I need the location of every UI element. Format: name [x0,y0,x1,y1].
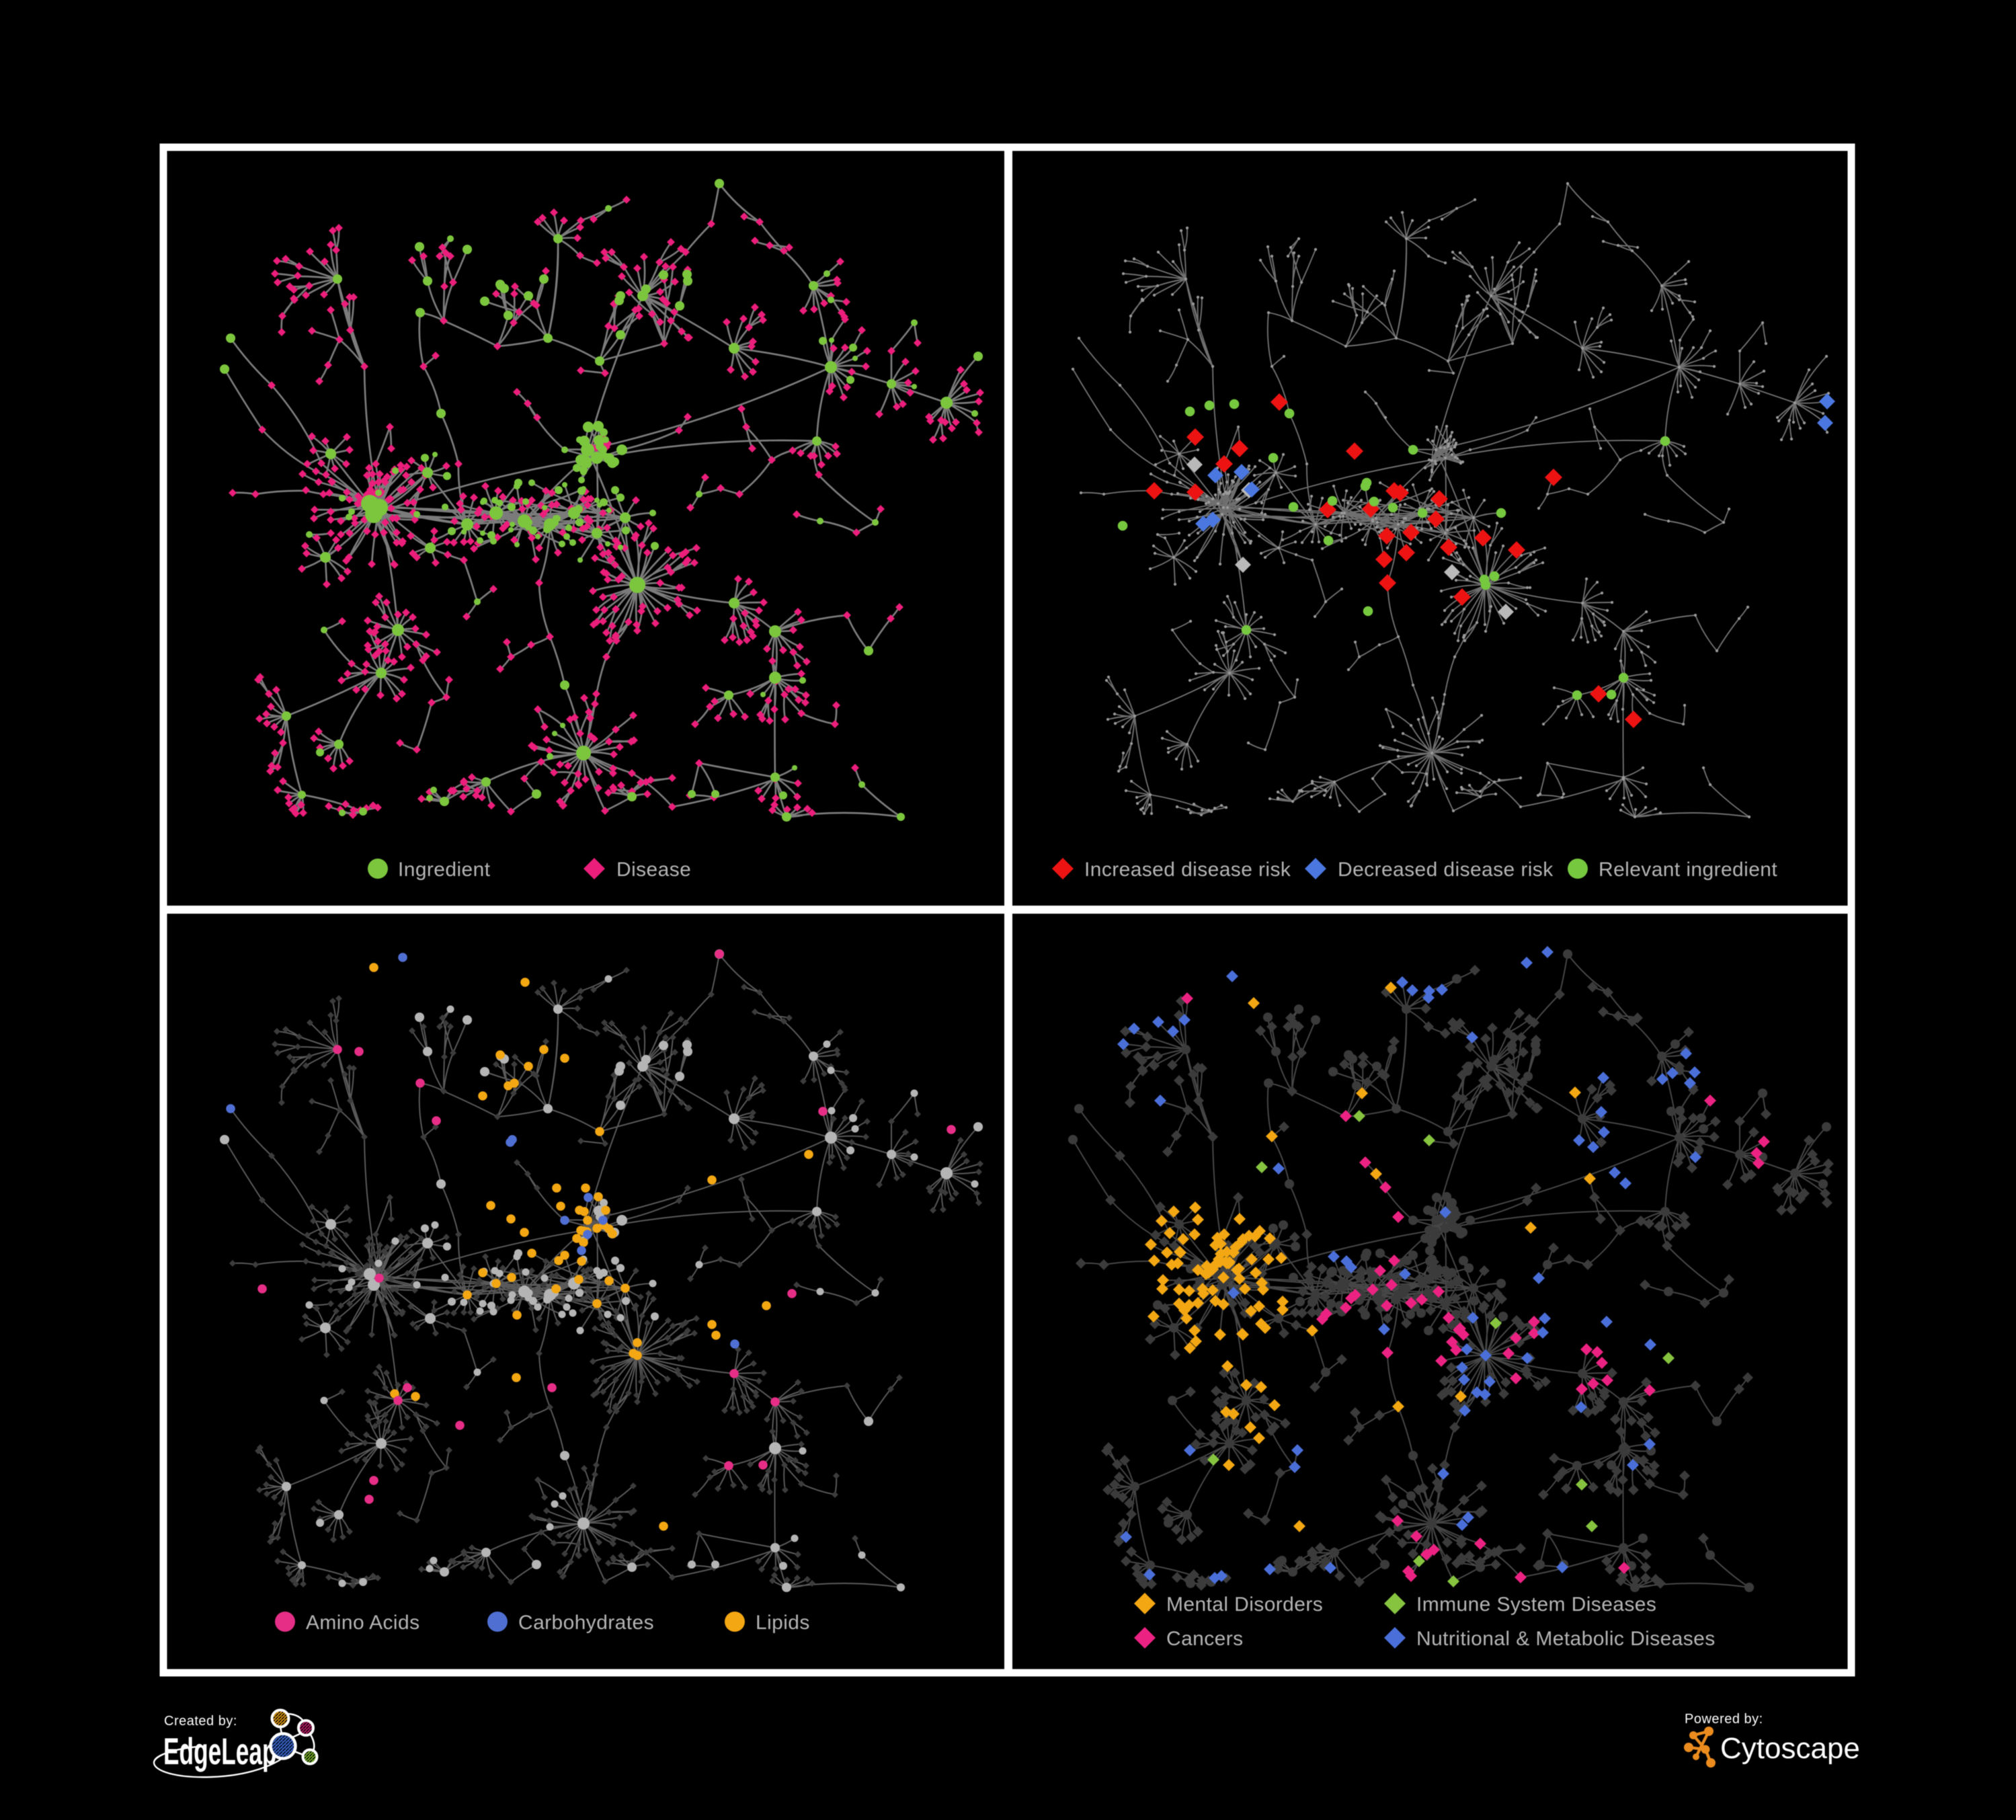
svg-text:Disease: Disease [616,859,691,881]
svg-text:Cancers: Cancers [1166,1628,1244,1650]
svg-text:Lipids: Lipids [756,1612,810,1634]
svg-text:Ingredient: Ingredient [398,859,491,881]
svg-text:Relevant ingredient: Relevant ingredient [1599,859,1777,881]
svg-text:Increased disease risk: Increased disease risk [1084,859,1291,881]
svg-text:Cytoscape: Cytoscape [1720,1732,1860,1765]
svg-text:Carbohydrates: Carbohydrates [518,1612,654,1634]
svg-text:EdgeLeap: EdgeLeap [163,1731,277,1772]
svg-text:Powered by:: Powered by: [1685,1712,1763,1727]
svg-text:Nutritional & Metabolic Diseas: Nutritional & Metabolic Diseases [1416,1628,1716,1650]
svg-text:Mental Disorders: Mental Disorders [1166,1593,1323,1616]
svg-text:Amino Acids: Amino Acids [306,1612,419,1634]
svg-text:Immune System Diseases: Immune System Diseases [1416,1593,1656,1616]
svg-text:Decreased disease risk: Decreased disease risk [1338,859,1554,881]
svg-text:Created by:: Created by: [164,1714,237,1729]
